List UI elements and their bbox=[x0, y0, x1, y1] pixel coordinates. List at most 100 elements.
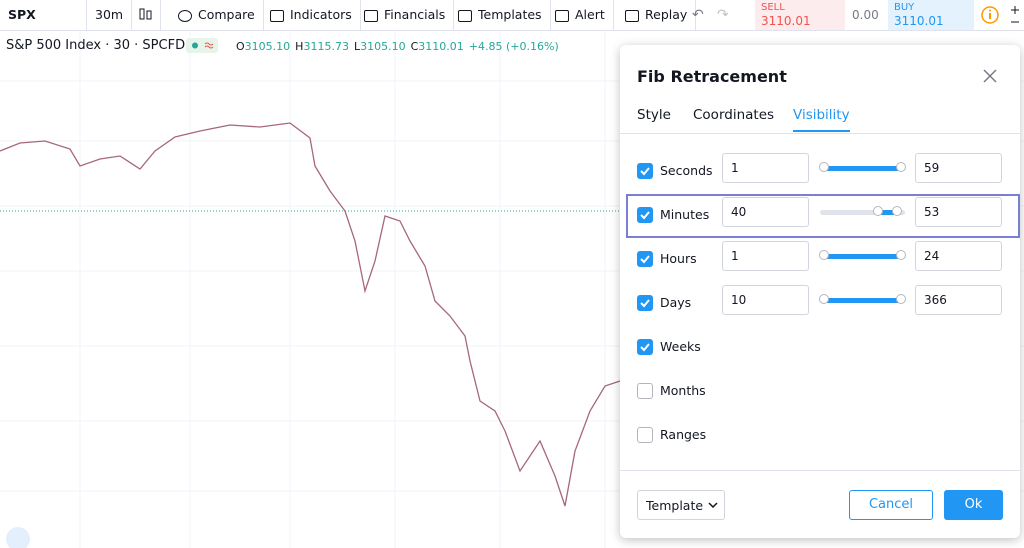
button-label: Templates bbox=[478, 7, 542, 22]
buy-label: BUY bbox=[894, 2, 915, 13]
from-input[interactable]: 10 bbox=[722, 285, 809, 315]
visibility-row: Seconds 1 59 bbox=[620, 149, 1020, 193]
sell-price: 3110.01 bbox=[761, 14, 811, 28]
slider-handle[interactable] bbox=[819, 250, 830, 260]
to-input[interactable]: 366 bbox=[915, 285, 1002, 315]
visibility-row: Weeks bbox=[620, 325, 1020, 369]
template-select[interactable]: Template bbox=[637, 490, 725, 520]
ohlc-key: L bbox=[353, 40, 361, 53]
status-badge bbox=[186, 38, 218, 53]
to-input[interactable]: 59 bbox=[915, 153, 1002, 183]
checkbox[interactable] bbox=[637, 383, 653, 399]
slider-handle[interactable] bbox=[819, 162, 830, 172]
slider-handle[interactable] bbox=[891, 206, 902, 216]
dialog-title: Fib Retracement bbox=[637, 67, 787, 86]
visibility-row: Days 10 366 bbox=[620, 281, 1020, 325]
symbol[interactable]: SPX bbox=[0, 0, 87, 30]
toolbar-button[interactable]: Financials bbox=[356, 0, 455, 30]
sell-label: SELL bbox=[761, 2, 785, 13]
legend-title: S&P 500 Index · 30 · SPCFD bbox=[6, 38, 186, 53]
visibility-row: Minutes 40 53 bbox=[620, 193, 1020, 237]
price-chart bbox=[0, 31, 1024, 548]
footer-divider bbox=[620, 470, 1020, 471]
check-mark bbox=[640, 167, 650, 176]
spread: 0.00 bbox=[852, 8, 879, 22]
range-slider[interactable] bbox=[819, 294, 906, 304]
toolbar-button[interactable]: Compare bbox=[170, 0, 264, 30]
from-input[interactable]: 40 bbox=[722, 197, 809, 227]
redo[interactable]: ↷ bbox=[717, 7, 729, 23]
button-label: Alert bbox=[575, 7, 605, 22]
buy-button[interactable]: BUY 3110.01 bbox=[888, 0, 974, 30]
ok-button[interactable]: Ok bbox=[944, 490, 1003, 520]
row-label: Minutes bbox=[660, 207, 710, 222]
row-label: Days bbox=[660, 295, 692, 310]
logo[interactable] bbox=[6, 527, 30, 548]
button-icon bbox=[270, 9, 284, 22]
toolbar-button[interactable]: Alert bbox=[547, 0, 614, 30]
ohlc-value: 3115.73 bbox=[303, 40, 349, 53]
ohlc-value: 3105.10 bbox=[244, 40, 291, 53]
slider-handle[interactable] bbox=[895, 162, 906, 172]
ohlc-key: H bbox=[295, 40, 304, 53]
check-mark bbox=[640, 343, 650, 352]
to-input[interactable]: 24 bbox=[915, 241, 1002, 271]
visibility-row: Hours 1 24 bbox=[620, 237, 1020, 281]
row-label: Ranges bbox=[660, 427, 707, 442]
to-input[interactable]: 53 bbox=[915, 197, 1002, 227]
button-label: Replay bbox=[645, 7, 688, 22]
status-icon bbox=[192, 42, 214, 49]
tab[interactable]: Style bbox=[637, 107, 671, 123]
checkbox[interactable] bbox=[637, 163, 653, 179]
button-icon bbox=[458, 9, 472, 22]
slider-fill bbox=[877, 210, 897, 215]
button-icon bbox=[178, 9, 192, 22]
checkbox[interactable] bbox=[637, 251, 653, 267]
toolbar-button[interactable]: Replay bbox=[617, 0, 697, 30]
visibility-row: Months bbox=[620, 369, 1020, 413]
row-label: Weeks bbox=[660, 339, 701, 354]
slider-handle[interactable] bbox=[895, 250, 906, 260]
toolbar-button[interactable]: Templates bbox=[450, 0, 551, 30]
check-mark bbox=[640, 211, 650, 220]
row-label: Hours bbox=[660, 251, 697, 266]
button-icon bbox=[625, 9, 639, 22]
from-input[interactable]: 1 bbox=[722, 241, 809, 271]
chart-style[interactable] bbox=[130, 0, 161, 30]
check-mark bbox=[640, 255, 650, 264]
checkbox[interactable] bbox=[637, 207, 653, 223]
info-icon[interactable] bbox=[980, 5, 1000, 25]
range-slider[interactable] bbox=[819, 162, 906, 172]
cancel-button[interactable]: Cancel bbox=[849, 490, 933, 520]
row-label: Months bbox=[660, 383, 706, 398]
fib-dialog: Fib Retracement Style Coordinates Visibili… bbox=[620, 45, 1020, 538]
slider-handle[interactable] bbox=[895, 294, 906, 304]
ohlc-value: 3110.01 bbox=[418, 40, 464, 53]
undo[interactable]: ↶ bbox=[692, 7, 704, 23]
button-icon bbox=[364, 9, 378, 22]
highlight-box bbox=[626, 194, 1020, 238]
chevron bbox=[708, 502, 718, 508]
interval[interactable]: 30m bbox=[87, 0, 133, 30]
checkbox[interactable] bbox=[637, 339, 653, 355]
from-input[interactable]: 1 bbox=[722, 153, 809, 183]
slider-handle[interactable] bbox=[819, 294, 830, 304]
tabs-divider bbox=[620, 133, 1020, 134]
close-button[interactable] bbox=[982, 68, 998, 84]
range-slider[interactable] bbox=[820, 206, 905, 216]
slider-handle[interactable] bbox=[872, 206, 883, 216]
ohlc-legend: O3105.10 H3115.73 L3105.10 C3110.01 +4.85 (+… bbox=[236, 40, 559, 53]
slider-fill bbox=[824, 254, 901, 259]
ohlc-key: C bbox=[410, 40, 419, 53]
checkbox[interactable] bbox=[637, 295, 653, 311]
sell-button[interactable]: SELL 3110.01 bbox=[755, 0, 845, 30]
check-mark bbox=[640, 299, 650, 308]
tab[interactable]: Coordinates bbox=[693, 107, 775, 123]
button-label: Indicators bbox=[290, 7, 352, 22]
checkbox[interactable] bbox=[637, 427, 653, 443]
zoom-controls[interactable] bbox=[1008, 3, 1022, 27]
range-slider[interactable] bbox=[819, 250, 906, 260]
toolbar-button[interactable]: Indicators bbox=[262, 0, 361, 30]
tab[interactable]: Visibility bbox=[793, 107, 850, 132]
